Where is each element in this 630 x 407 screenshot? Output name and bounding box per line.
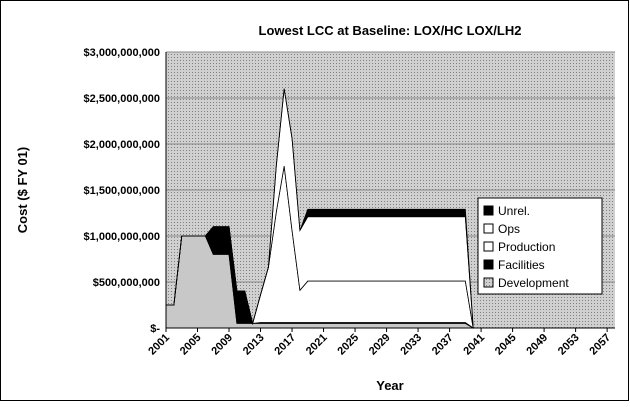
- legend-swatch: [483, 205, 494, 216]
- legend-swatch: [483, 259, 494, 270]
- legend-swatch: [483, 277, 494, 288]
- y-tick-label: $2,000,000,000: [84, 139, 160, 151]
- legend-swatch: [483, 241, 494, 252]
- legend-label: Facilities: [498, 258, 545, 272]
- y-tick-label: $500,000,000: [93, 277, 160, 289]
- legend-label: Ops: [498, 222, 520, 236]
- legend-label: Production: [498, 240, 555, 254]
- y-tick-label: $-: [150, 323, 160, 335]
- y-tick-label: $3,000,000,000: [84, 47, 160, 59]
- y-axis-title: Cost ($ FY 01): [15, 147, 30, 233]
- legend-swatch: [483, 223, 494, 234]
- x-axis-title: Year: [376, 378, 403, 393]
- legend-label: Unrel.: [498, 204, 530, 218]
- y-tick-label: $2,500,000,000: [84, 93, 160, 105]
- y-tick-label: $1,000,000,000: [84, 231, 160, 243]
- chart-title: Lowest LCC at Baseline: LOX/HC LOX/LH2: [259, 23, 522, 38]
- legend-label: Development: [498, 276, 569, 290]
- legend: [477, 197, 603, 295]
- y-tick-label: $1,500,000,000: [84, 185, 160, 197]
